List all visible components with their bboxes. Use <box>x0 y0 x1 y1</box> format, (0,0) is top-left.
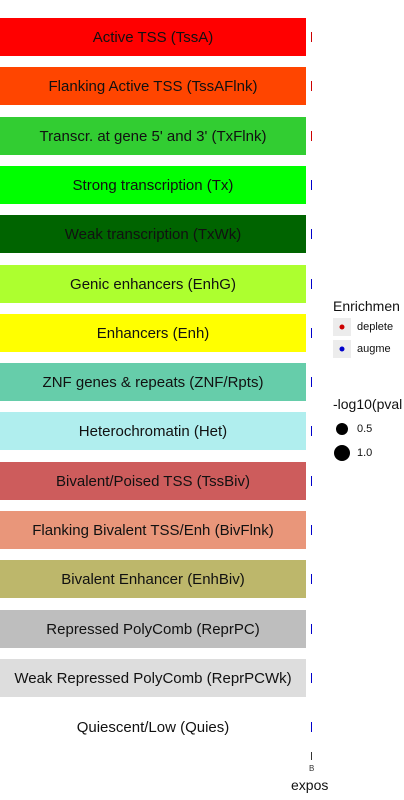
legend-item-size-0-5: 0.5 <box>333 420 372 438</box>
state-row-active-tss-tssa: Active TSS (TssA) <box>0 18 306 56</box>
legend-key-depleted <box>333 318 351 336</box>
state-row-bivalent-enhancer-enhbiv: Bivalent Enhancer (EnhBiv) <box>0 560 306 598</box>
state-row-flanking-active-tss-tssaflnk: Flanking Active TSS (TssAFlnk) <box>0 67 306 105</box>
state-row-repressed-polycomb-reprpc: Repressed PolyComb (ReprPC) <box>0 610 306 648</box>
state-row-heterochromatin-het: Heterochromatin (Het) <box>0 412 306 450</box>
enrichment-mark-genic-enhancers-enhg <box>311 279 312 289</box>
state-label-znf-genes-repeats-znf-rpts: ZNF genes & repeats (ZNF/Rpts) <box>42 373 264 391</box>
state-row-transcr-at-gene-5-and-3-txflnk: Transcr. at gene 5' and 3' (TxFlnk) <box>0 117 306 155</box>
legend-key-augmented <box>333 340 351 358</box>
state-label-strong-transcription-tx: Strong transcription (Tx) <box>72 176 234 194</box>
state-label-genic-enhancers-enhg: Genic enhancers (EnhG) <box>70 275 236 293</box>
legend-label-size-0-5: 0.5 <box>357 423 373 435</box>
state-label-active-tss-tssa: Active TSS (TssA) <box>92 28 214 46</box>
color-legend-title: Enrichmen <box>333 298 400 314</box>
state-label-bivalent-poised-tss-tssbiv: Bivalent/Poised TSS (TssBiv) <box>56 472 250 490</box>
legend-key-size-1-0 <box>333 444 351 462</box>
state-label-flanking-bivalent-tss-enh-bivflnk: Flanking Bivalent TSS/Enh (BivFlnk) <box>32 521 274 539</box>
state-label-bivalent-enhancer-enhbiv: Bivalent Enhancer (EnhBiv) <box>61 570 245 588</box>
legend-dot-size-0-5 <box>336 423 348 435</box>
state-label-quiescent-low-quies: Quiescent/Low (Quies) <box>76 718 230 736</box>
x-axis-tick-mark <box>311 752 312 760</box>
legend-label-augmented: augme <box>357 343 391 355</box>
state-row-weak-transcription-txwk: Weak transcription (TxWk) <box>0 215 306 253</box>
enrichment-mark-bivalent-poised-tss-tssbiv <box>311 476 312 486</box>
state-label-flanking-active-tss-tssaflnk: Flanking Active TSS (TssAFlnk) <box>48 77 258 95</box>
enrichment-mark-znf-genes-repeats-znf-rpts <box>311 377 312 387</box>
x-axis-label: expos <box>291 777 329 793</box>
enrichment-mark-weak-transcription-txwk <box>311 229 312 239</box>
legend-dot-size-1-0 <box>334 445 350 461</box>
state-row-flanking-bivalent-tss-enh-bivflnk: Flanking Bivalent TSS/Enh (BivFlnk) <box>0 511 306 549</box>
legend-key-size-0-5 <box>333 420 351 438</box>
color-legend: Enrichmen deplete augme <box>333 298 400 364</box>
state-label-enhancers-enh: Enhancers (Enh) <box>96 324 210 342</box>
enrichment-mark-transcr-at-gene-5-and-3-txflnk <box>311 131 312 141</box>
state-row-bivalent-poised-tss-tssbiv: Bivalent/Poised TSS (TssBiv) <box>0 462 306 500</box>
state-label-transcr-at-gene-5-and-3-txflnk: Transcr. at gene 5' and 3' (TxFlnk) <box>39 127 267 145</box>
legend-dot-augmented <box>339 346 345 352</box>
state-label-heterochromatin-het: Heterochromatin (Het) <box>78 422 228 440</box>
state-row-genic-enhancers-enhg: Genic enhancers (EnhG) <box>0 265 306 303</box>
x-axis-tick-label: B <box>309 764 315 773</box>
state-row-strong-transcription-tx: Strong transcription (Tx) <box>0 166 306 204</box>
state-label-repressed-polycomb-reprpc: Repressed PolyComb (ReprPC) <box>46 620 260 638</box>
state-label-weak-repressed-polycomb-reprpcwk: Weak Repressed PolyComb (ReprPCWk) <box>14 669 292 687</box>
enrichment-mark-bivalent-enhancer-enhbiv <box>311 574 312 584</box>
state-row-enhancers-enh: Enhancers (Enh) <box>0 314 306 352</box>
enrichment-mark-quiescent-low-quies <box>311 722 312 732</box>
size-legend-title: -log10(pval <box>333 396 403 412</box>
enrichment-mark-weak-repressed-polycomb-reprpcwk <box>311 673 312 683</box>
enrichment-mark-active-tss-tssa <box>311 32 312 42</box>
legend-item-size-1-0: 1.0 <box>333 444 372 462</box>
enrichment-mark-heterochromatin-het <box>311 426 312 436</box>
size-legend: -log10(pval 0.5 1.0 <box>333 396 402 462</box>
state-row-weak-repressed-polycomb-reprpcwk: Weak Repressed PolyComb (ReprPCWk) <box>0 659 306 697</box>
state-row-quiescent-low-quies: Quiescent/Low (Quies) <box>0 708 306 746</box>
legend-dot-depleted <box>339 324 345 330</box>
enrichment-mark-flanking-bivalent-tss-enh-bivflnk <box>311 525 312 535</box>
enrichment-mark-enhancers-enh <box>311 328 312 338</box>
state-label-weak-transcription-txwk: Weak transcription (TxWk) <box>64 225 242 243</box>
legend-item-depleted: deplete <box>333 318 393 336</box>
enrichment-mark-repressed-polycomb-reprpc <box>311 624 312 634</box>
enrichment-mark-strong-transcription-tx <box>311 180 312 190</box>
legend-label-depleted: deplete <box>357 321 394 333</box>
enrichment-mark-flanking-active-tss-tssaflnk <box>311 81 312 91</box>
legend-label-size-1-0: 1.0 <box>357 447 373 459</box>
state-row-znf-genes-repeats-znf-rpts: ZNF genes & repeats (ZNF/Rpts) <box>0 363 306 401</box>
legend-item-augmented: augme <box>333 340 391 358</box>
